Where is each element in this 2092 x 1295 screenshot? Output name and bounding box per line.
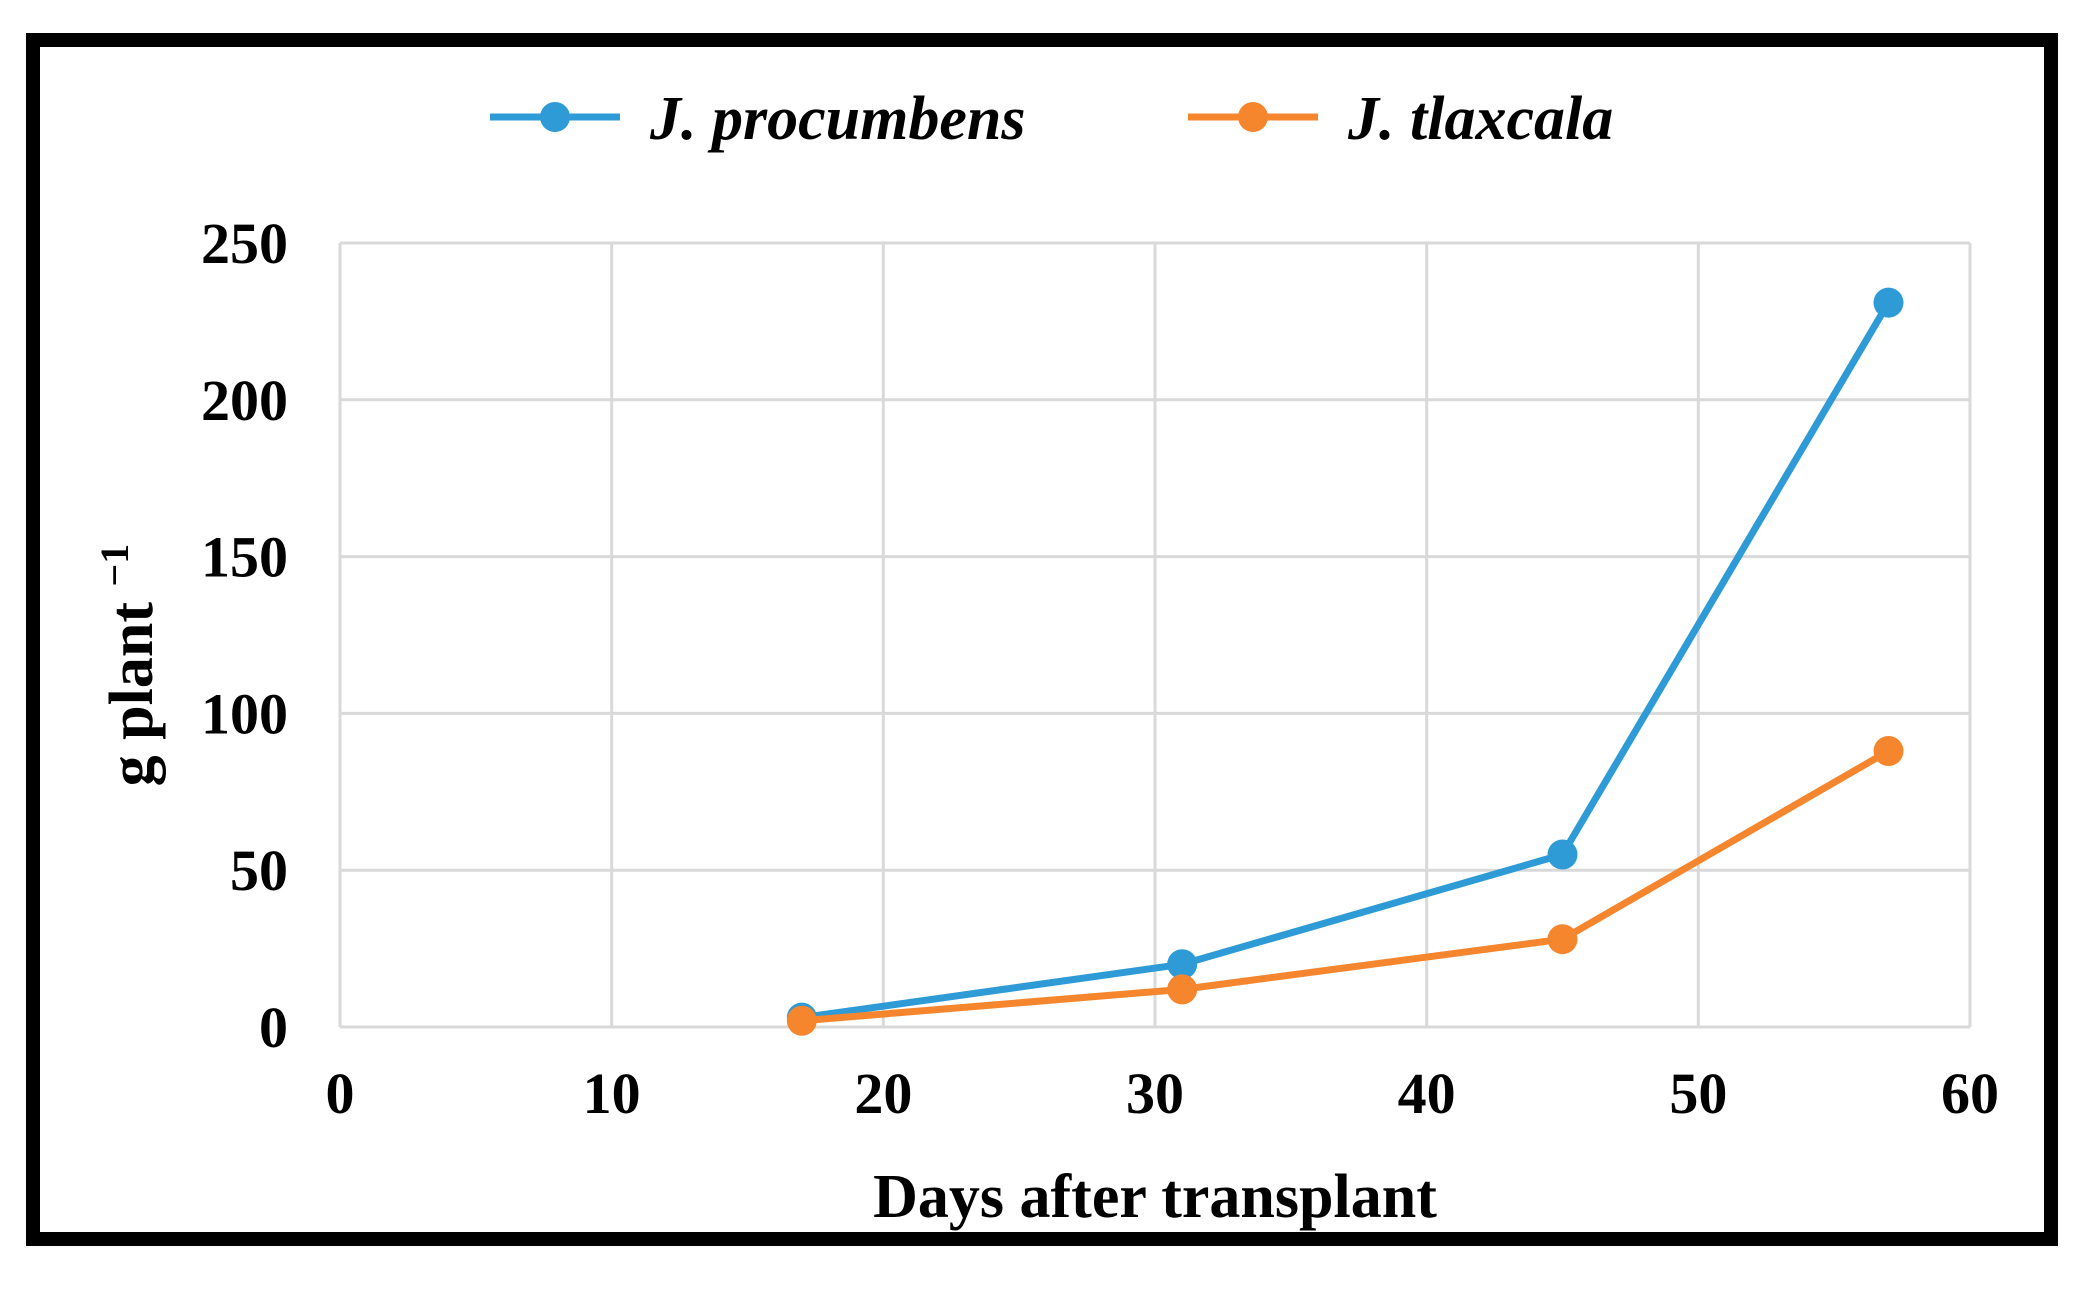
line-chart: J. procumbens J. tlaxcala 0 10 20 30 40 50 60 0 5… (92, 85, 1999, 1231)
x-tick-label: 10 (583, 1061, 641, 1126)
y-tick-label: 200 (201, 368, 288, 433)
series-line (801, 300, 1892, 1022)
x-axis-title: Days after transplant (873, 1163, 1437, 1231)
legend-marker (1238, 102, 1268, 132)
chart-frame: J. procumbens J. tlaxcala 0 10 20 30 40 50 60 0 5… (26, 33, 2058, 1246)
data-point (786, 1005, 817, 1036)
x-tick-label: 30 (1126, 1061, 1184, 1126)
x-tick-label: 60 (1941, 1061, 1999, 1126)
legend-label: J. procumbens (649, 85, 1025, 153)
y-axis-title-main: g plant (98, 602, 166, 787)
x-tick-label: 20 (854, 1061, 912, 1126)
data-point (1873, 287, 1904, 318)
y-tick-label: 0 (259, 995, 288, 1060)
legend: J. procumbens J. tlaxcala (490, 85, 1613, 153)
y-axis-title: g plant −1 (92, 544, 166, 787)
legend-marker (540, 102, 570, 132)
y-tick-label: 150 (201, 525, 288, 590)
y-tick-label: 100 (201, 681, 288, 746)
data-point (1873, 736, 1904, 767)
series-group (786, 287, 1904, 1036)
x-tick-label: 40 (1398, 1061, 1456, 1126)
y-tick-label: 50 (230, 838, 288, 903)
gridlines (338, 241, 1972, 1029)
data-point (1167, 949, 1198, 980)
x-tick-label: 50 (1669, 1061, 1727, 1126)
data-point (1547, 839, 1578, 870)
data-point (1547, 924, 1578, 955)
y-axis-title-superscript: −1 (92, 544, 137, 587)
x-tick-label: 0 (326, 1061, 355, 1126)
legend-label: J. tlaxcala (1347, 85, 1613, 153)
axes: 0 10 20 30 40 50 60 0 50 100 150 200 250 (201, 211, 1999, 1126)
y-tick-label: 250 (201, 211, 288, 276)
series-line (801, 748, 1891, 1025)
data-point (1167, 974, 1198, 1005)
